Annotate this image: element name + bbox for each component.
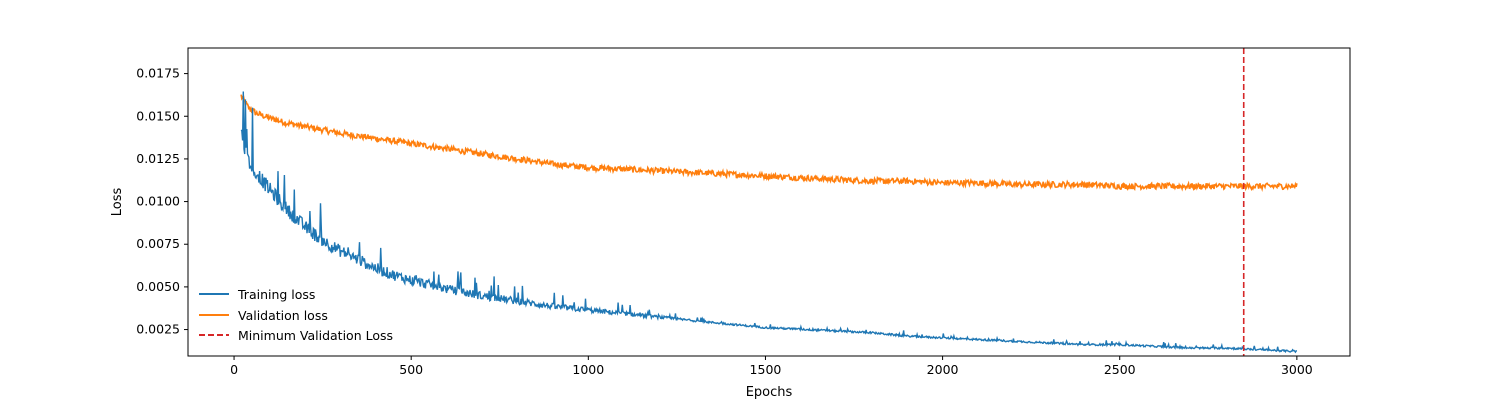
x-tick-label: 1500 <box>750 362 782 377</box>
legend: Training loss Validation loss Minimum Va… <box>199 287 393 343</box>
y-axis: 0.0025 0.0050 0.0075 0.0100 0.0125 0.0150 0.01… <box>136 66 188 337</box>
y-tick-label: 0.0075 <box>136 236 180 251</box>
y-tick-label: 0.0050 <box>136 279 180 294</box>
x-tick-label: 2500 <box>1104 362 1136 377</box>
x-tick-label: 500 <box>399 362 423 377</box>
x-axis-label: Epochs <box>746 385 793 400</box>
x-axis: 0 500 1000 1500 2000 2500 3000 <box>230 356 1313 377</box>
y-axis-label: Loss <box>110 188 125 217</box>
y-tick-label: 0.0025 <box>136 322 180 337</box>
legend-label-validation: Validation loss <box>238 308 328 323</box>
y-tick-label: 0.0100 <box>136 194 180 209</box>
plot-area <box>240 48 1298 356</box>
series-layer <box>240 48 1298 356</box>
x-tick-label: 3000 <box>1281 362 1313 377</box>
plot-frame <box>187 47 1351 357</box>
validation-loss-line <box>240 92 1298 192</box>
x-tick-label: 1000 <box>572 362 604 377</box>
x-tick-label: 2000 <box>927 362 959 377</box>
y-tick-label: 0.0125 <box>136 151 180 166</box>
y-tick-label: 0.0175 <box>136 66 180 81</box>
y-tick-label: 0.0150 <box>136 108 180 123</box>
legend-label-training: Training loss <box>237 287 315 302</box>
x-tick-label: 0 <box>230 362 238 377</box>
training-loss-line <box>240 91 1297 354</box>
legend-label-min-val: Minimum Validation Loss <box>238 328 393 343</box>
